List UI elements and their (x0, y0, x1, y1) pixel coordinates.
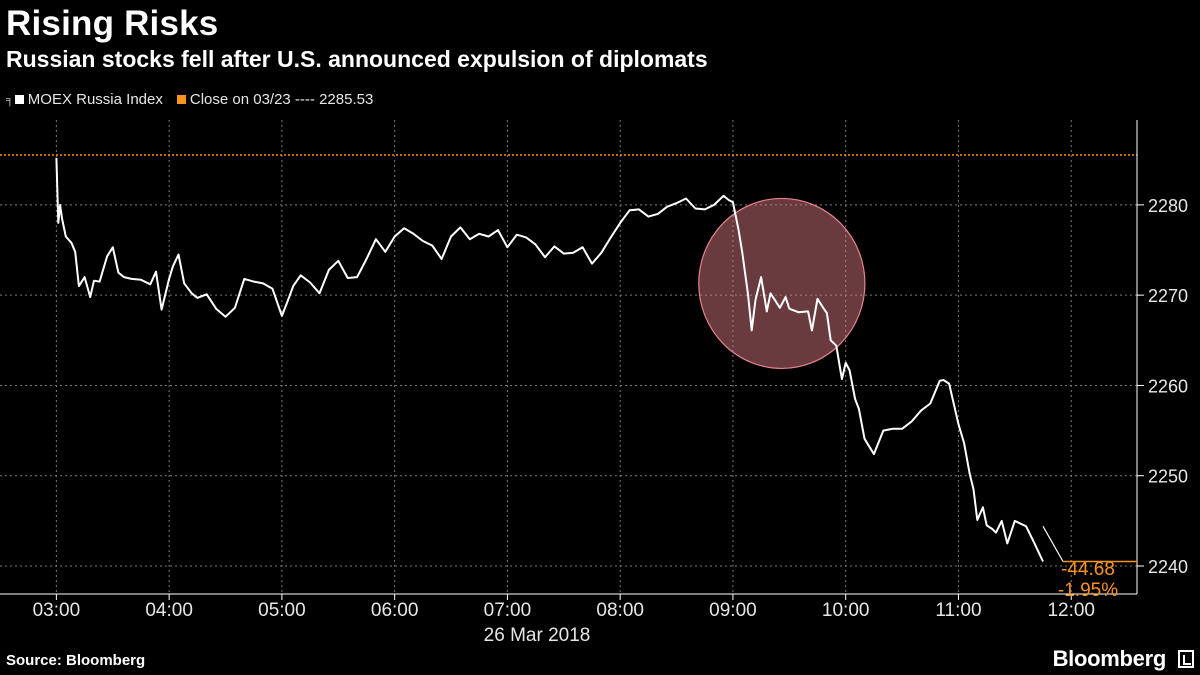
y-tick-label-2270: 2270 (1148, 286, 1188, 306)
legend-item-series: ╕ MOEX Russia Index (6, 91, 163, 108)
y-tick-label-2250: 2250 (1148, 467, 1188, 487)
legend-item-reference: Close on 03/23 ---- 2285.53 (176, 91, 374, 108)
legend-reference-label: Close on 03/23 ---- 2285.53 (189, 91, 374, 108)
legend: ╕ MOEX Russia Index Close on 03/23 ---- … (6, 91, 387, 108)
x-tick-label-08:00: 08:00 (596, 600, 644, 621)
line-hook-icon: ╕ (6, 93, 14, 106)
grid-lines (0, 120, 1137, 594)
annotation-layer (698, 197, 866, 370)
series-layer (55, 157, 1137, 563)
x-tick-label-05:00: 05:00 (258, 600, 306, 621)
source-label: Source: Bloomberg (6, 652, 146, 669)
y-tick-label-2260: 2260 (1148, 376, 1188, 396)
series-swatch (14, 95, 24, 104)
x-tick-label-03:00: 03:00 (33, 600, 81, 621)
bloomberg-logo: Bloomberg (1052, 646, 1167, 671)
change-percent-label: -1.95% (1058, 580, 1118, 601)
y-tick-label-2280: 2280 (1148, 196, 1188, 216)
legend-series-label: MOEX Russia Index (27, 91, 163, 108)
x-tick-label-06:00: 06:00 (371, 600, 419, 621)
bloomberg-box-icon (1178, 650, 1194, 668)
highlight-circle (698, 197, 866, 370)
x-tick-label-11:00: 11:00 (935, 600, 981, 621)
last-value-connector (1042, 525, 1064, 562)
chart-subtitle: Russian stocks fell after U.S. announced… (6, 46, 708, 72)
tick-labels: 2240 2250 2260 2270 2280 03:00 04:00 05:00 06:00… (33, 196, 1188, 621)
reference-swatch (176, 95, 186, 104)
x-tick-label-04:00: 04:00 (145, 600, 193, 621)
x-tick-label-10:00: 10:00 (822, 600, 870, 621)
x-tick-label-12:00: 12:00 (1047, 600, 1095, 621)
axes (0, 120, 1144, 600)
x-tick-label-09:00: 09:00 (709, 600, 757, 621)
change-absolute-label: -44.68 (1061, 559, 1115, 580)
x-tick-label-07:00: 07:00 (484, 600, 532, 621)
y-tick-label-2240: 2240 (1148, 557, 1188, 577)
series-line-moex (55, 157, 1044, 562)
chart-title: Rising Risks (6, 4, 219, 43)
x-date-label: 26 Mar 2018 (484, 625, 591, 646)
